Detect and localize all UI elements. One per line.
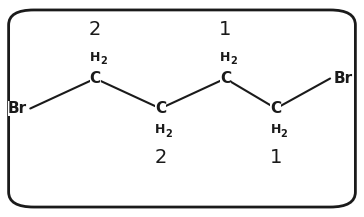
Text: 2: 2 <box>154 148 166 167</box>
Text: H: H <box>271 123 281 136</box>
Text: 2: 2 <box>281 129 287 139</box>
Text: Br: Br <box>8 101 27 116</box>
Text: 2: 2 <box>89 20 102 39</box>
Text: C: C <box>270 101 281 116</box>
Text: C: C <box>90 71 101 86</box>
Text: C: C <box>220 71 231 86</box>
Text: 2: 2 <box>165 129 172 139</box>
Text: 2: 2 <box>230 56 237 66</box>
Text: H: H <box>220 51 230 64</box>
FancyBboxPatch shape <box>9 10 355 207</box>
Text: Br: Br <box>334 71 353 86</box>
Text: 1: 1 <box>270 148 282 167</box>
Text: C: C <box>155 101 166 116</box>
Text: 1: 1 <box>219 20 232 39</box>
Text: H: H <box>155 123 166 136</box>
Text: H: H <box>90 51 100 64</box>
Text: 2: 2 <box>100 56 107 66</box>
